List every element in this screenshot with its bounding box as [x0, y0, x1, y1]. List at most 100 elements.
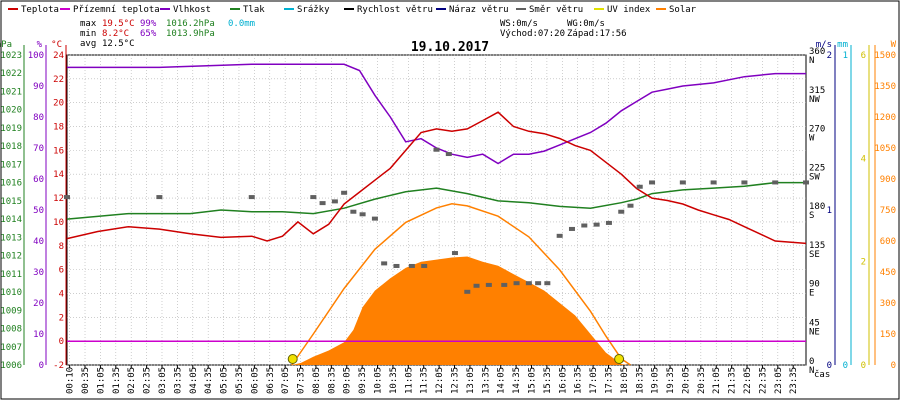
wind-dir-compass: NW: [809, 95, 820, 105]
x-tick-label: 16:05: [558, 367, 568, 394]
wind-direction-point: [535, 281, 542, 286]
wind-direction-point: [156, 195, 163, 200]
pressure-unit: hPa: [0, 40, 12, 50]
temperature-tick: 22: [53, 75, 64, 85]
wind-gust-stat: WG:0m/s: [567, 19, 605, 29]
solar-tick: 300: [880, 299, 896, 309]
x-tick-label: 23:35: [789, 367, 799, 394]
sunrise-marker: [287, 354, 298, 364]
series-tlak-line: [66, 181, 806, 220]
x-tick-label: 15:05: [527, 367, 537, 394]
legend-label: Solar: [669, 5, 697, 15]
wind-dir-deg: 90: [809, 280, 820, 290]
wind-direction-point: [464, 289, 471, 294]
temperature-tick: 10: [53, 218, 64, 228]
x-tick-label: 04:35: [204, 367, 214, 394]
x-axis-label: čas: [814, 369, 830, 380]
wind-dir-compass: N: [809, 366, 814, 376]
wind-direction-point: [568, 226, 575, 231]
x-tick-label: 21:35: [728, 367, 738, 394]
wind-direction-point: [64, 195, 70, 200]
solar-tick: 1050: [874, 144, 896, 154]
x-tick-label: 12:05: [435, 367, 445, 394]
x-tick-label: 10:05: [374, 367, 384, 394]
pressure-tick: 1007: [0, 343, 22, 353]
pressure-tick: 1011: [0, 270, 22, 280]
pressure-tick: 1016: [0, 179, 22, 189]
wind-direction-point: [636, 184, 643, 189]
max-label: max: [80, 19, 97, 29]
pressure-axis: hPa 1006 1007 1008 1009 1010 1011 1012 1013 1014 1…: [0, 40, 25, 371]
pressure-tick: 1010: [0, 288, 22, 298]
x-tick-label: 11:35: [420, 367, 430, 394]
chart-title: 19.10.2017: [411, 40, 489, 55]
wind-direction-point: [803, 180, 809, 185]
x-tick-label: 19:35: [666, 367, 676, 394]
wind-dir-compass: NE: [809, 327, 820, 337]
wind-direction-point: [393, 263, 400, 268]
wind-direction-point: [381, 261, 388, 266]
wind-dir-deg: 270: [809, 125, 825, 135]
wind_speed-tick: 2: [827, 51, 832, 61]
x-tick-label: 06:05: [250, 367, 260, 394]
wind-direction-point: [710, 180, 717, 185]
x-tick-label: 05:05: [220, 367, 230, 394]
series-teplota-line: [66, 111, 807, 245]
x-tick-label: 20:35: [697, 367, 707, 394]
wind_speed-unit: m/s: [816, 40, 832, 50]
temperature-tick: 18: [53, 123, 64, 133]
humidity-tick: 10: [33, 330, 44, 340]
solar-tick: 450: [880, 268, 896, 278]
time-axis: 00:10 00:35 01:05 01:35 02:05 02:35 03:05 03:35…: [66, 365, 799, 394]
pressure-tick: 1018: [0, 142, 22, 152]
rain-unit: mm: [837, 40, 848, 50]
humidity-tick: 20: [33, 299, 44, 309]
avg-temp: 12.5°C: [102, 39, 135, 49]
x-tick-label: 08:35: [327, 367, 337, 394]
humidity-tick: 0: [39, 361, 44, 371]
x-tick-label: 05:35: [235, 367, 245, 394]
wind-dir-compass: E: [809, 289, 814, 299]
legend-label: Tlak: [243, 5, 265, 15]
x-tick-label: 22:35: [758, 367, 768, 394]
uv-tick: 4: [861, 154, 866, 164]
x-tick-label: 01:35: [112, 367, 122, 394]
pressure-tick: 1019: [0, 124, 22, 134]
wind-direction-point: [501, 282, 508, 287]
sunset-stat: Západ:17:56: [567, 29, 627, 39]
solar-tick: 1500: [874, 51, 896, 61]
wind-direction-point: [248, 195, 255, 200]
wind-direction-point: [772, 180, 779, 185]
uv-tick: 6: [861, 51, 866, 61]
x-tick-label: 01:05: [96, 367, 106, 394]
uv-tick: 2: [861, 258, 866, 268]
temperature-tick: 14: [53, 170, 64, 180]
x-tick-label: 13:05: [466, 367, 476, 394]
wind-direction-point: [556, 233, 563, 238]
x-tick-label: 03:35: [173, 367, 183, 394]
wind_speed-tick: 1: [827, 206, 832, 216]
humidity-tick: 40: [33, 237, 44, 247]
uv-tick: 0: [861, 361, 866, 371]
max-pressure: 1016.2hPa: [166, 19, 215, 29]
temperature-tick: 24: [53, 51, 64, 61]
x-tick-label: 06:35: [266, 367, 276, 394]
series-vlhkost-line: [67, 63, 806, 165]
wind-direction-point: [319, 201, 326, 206]
x-tick-label: 15:35: [543, 367, 553, 394]
pressure-tick: 1015: [0, 197, 22, 207]
x-tick-label: 03:05: [158, 367, 168, 394]
x-tick-label: 14:05: [497, 367, 507, 394]
wind-direction-point: [627, 203, 634, 208]
solar-tick: 750: [880, 206, 896, 216]
humidity-tick: 30: [33, 268, 44, 278]
plot-area: [64, 54, 809, 366]
humidity-tick: 80: [33, 113, 44, 123]
sunset-marker: [614, 354, 625, 364]
wind-direction-point: [581, 223, 588, 228]
temperature-unit: °C: [51, 40, 62, 50]
wind-dir-deg: 0: [809, 357, 814, 367]
legend-label: Teplota: [21, 5, 59, 15]
